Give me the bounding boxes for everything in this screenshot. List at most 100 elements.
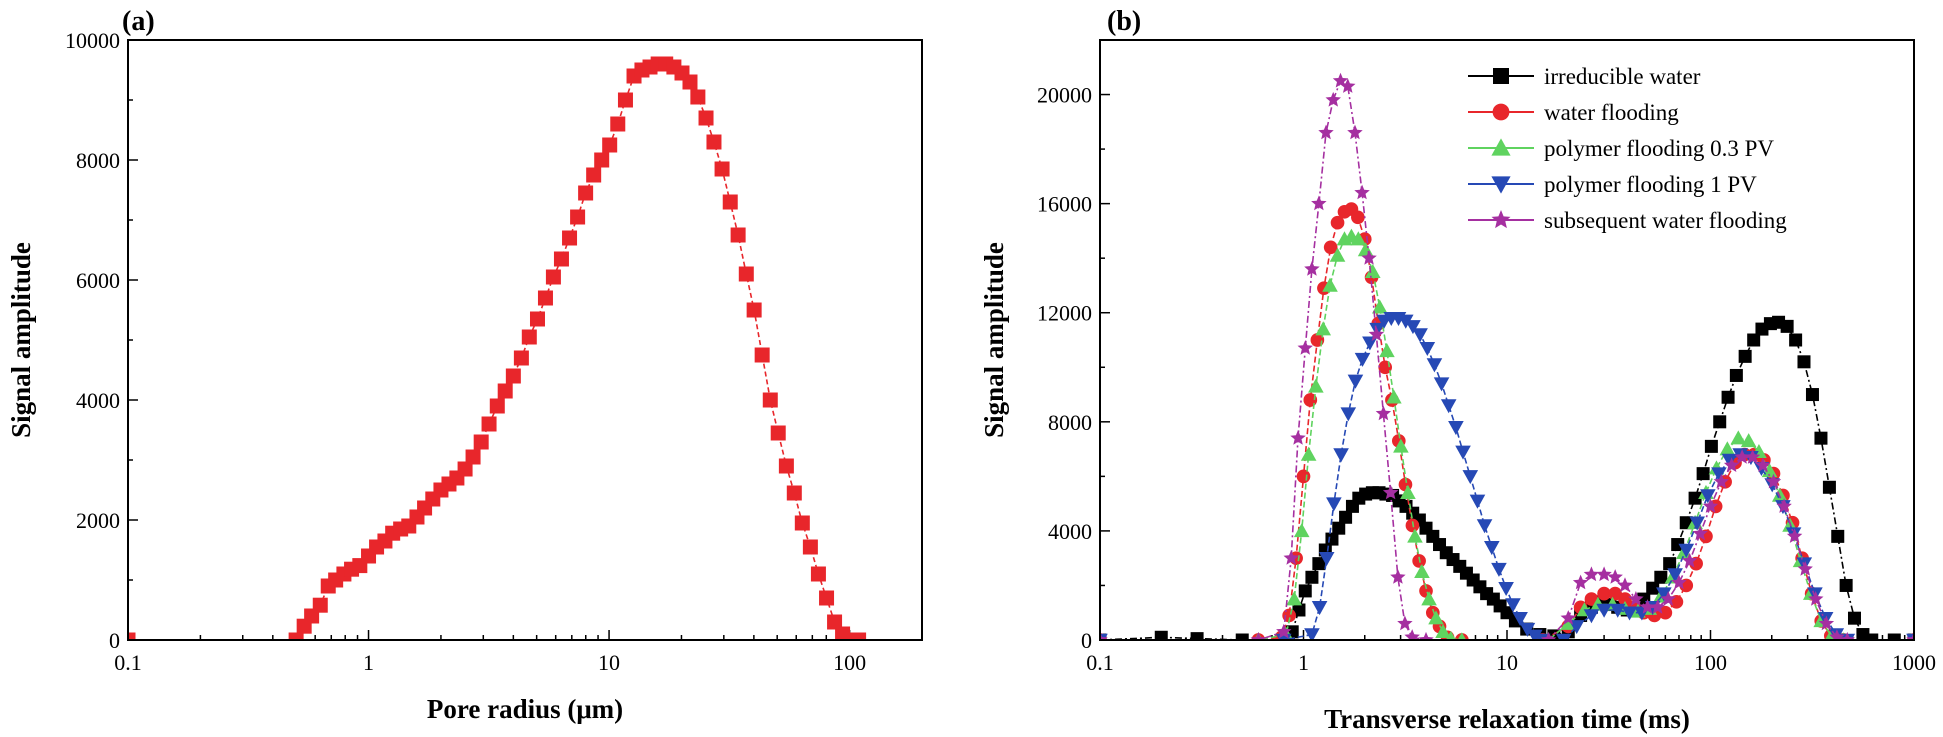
x-tick-label: 1000: [1892, 650, 1936, 675]
data-point: [1560, 615, 1577, 630]
data-point: [1596, 603, 1612, 618]
data-point: [1560, 610, 1576, 625]
data-point: [1865, 633, 1879, 640]
data-point: [706, 134, 722, 150]
data-point: [1414, 564, 1430, 579]
data-point: [1418, 631, 1434, 640]
panel-b-legend: irreducible water water flooding polymer f…: [1468, 64, 1787, 233]
data-point: [770, 425, 786, 441]
data-point: [786, 485, 802, 501]
data-point: [1713, 415, 1727, 429]
data-point: [730, 227, 746, 243]
x-tick-label: 100: [1694, 650, 1727, 675]
data-point: [690, 89, 706, 105]
data-point: [1607, 569, 1623, 584]
y-tick-label: 4000: [76, 388, 120, 413]
data-point: [1435, 624, 1451, 639]
data-point: [1354, 184, 1370, 200]
data-point: [1839, 631, 1855, 640]
data-point: [1512, 611, 1528, 626]
panel-a-ylabel: Signal amplitude: [6, 242, 36, 438]
data-point: [1448, 421, 1464, 436]
data-point: [802, 539, 818, 555]
data-point: [1671, 574, 1687, 590]
data-point: [562, 230, 578, 246]
data-point: [1568, 620, 1585, 635]
data-point: [1555, 633, 1572, 640]
y-tick-label: 2000: [76, 508, 120, 533]
series-water-flooding: [1100, 202, 1914, 640]
data-point: [1822, 480, 1836, 494]
data-point: [1808, 591, 1824, 606]
data-point: [1702, 498, 1719, 513]
data-point: [1362, 336, 1378, 351]
y-tick-label: 16000: [1037, 192, 1092, 217]
data-point: [1340, 407, 1357, 422]
data-point: [1296, 469, 1311, 484]
data-point: [1696, 467, 1710, 481]
data-point: [1609, 603, 1626, 618]
data-point: [1797, 355, 1811, 369]
panel-b-series: [1100, 72, 1914, 640]
data-point: [529, 311, 545, 327]
data-point: [610, 116, 626, 132]
y-tick-label: 12000: [1037, 301, 1092, 326]
data-point: [1332, 521, 1346, 535]
data-point: [1419, 341, 1436, 356]
data-point: [1297, 340, 1313, 355]
data-point: [1498, 581, 1514, 596]
data-point: [1730, 430, 1747, 445]
data-point: [1397, 615, 1413, 631]
data-point: [1330, 215, 1345, 230]
data-point: [1457, 632, 1467, 640]
data-point: [578, 185, 594, 201]
data-point: [1329, 247, 1346, 262]
data-point: [521, 329, 537, 345]
data-point: [843, 632, 859, 640]
legend-marker: [1491, 210, 1511, 229]
data-point: [1283, 550, 1299, 565]
data-point: [1719, 441, 1736, 456]
data-point: [1621, 606, 1638, 621]
data-point: [617, 92, 633, 108]
panel-b-ylabel: Signal amplitude: [979, 242, 1009, 438]
data-point: [1734, 449, 1750, 464]
data-point: [1776, 498, 1792, 513]
panel-b-xlabel: Transverse relaxation time (ms): [1324, 704, 1690, 734]
data-point: [1397, 314, 1414, 329]
data-point: [1505, 598, 1521, 613]
series-polymer-flooding-1-pv: [1100, 311, 1914, 640]
data-point: [1190, 632, 1204, 640]
data-point: [1887, 633, 1901, 640]
legend-item: polymer flooding 0.3 PV: [1468, 136, 1774, 161]
data-point: [1649, 599, 1666, 614]
data-point: [1325, 91, 1341, 107]
data-point: [1829, 629, 1845, 640]
series-subsequent-water-flooding: [1100, 72, 1914, 640]
data-point: [1323, 240, 1338, 255]
data-point: [1639, 599, 1656, 614]
data-point: [1805, 388, 1819, 402]
data-point: [722, 194, 738, 210]
data-point: [1689, 516, 1705, 531]
data-point: [1469, 494, 1486, 509]
legend-label: polymer flooding 0.3 PV: [1544, 136, 1774, 161]
panel-b: (b) 0.1 1 10 100 1000 0 4000 8000 12000 16000 2000…: [979, 6, 1936, 734]
legend-label: subsequent water flooding: [1544, 208, 1787, 233]
data-point: [1839, 578, 1853, 592]
x-tick-label: 10: [1496, 650, 1518, 675]
data-point: [1286, 591, 1302, 606]
x-tick-label: 0.1: [1086, 650, 1114, 675]
data-point: [1318, 551, 1335, 566]
data-point: [489, 398, 505, 414]
data-point: [851, 632, 867, 640]
y-tick-label: 4000: [1048, 519, 1092, 544]
data-point: [1491, 562, 1507, 577]
data-point: [1333, 448, 1349, 463]
data-point: [1596, 566, 1612, 582]
data-point: [1721, 453, 1738, 468]
data-point: [1527, 629, 1543, 640]
y-tick-label: 20000: [1037, 83, 1092, 108]
data-point: [1713, 473, 1729, 489]
data-point: [545, 269, 561, 285]
